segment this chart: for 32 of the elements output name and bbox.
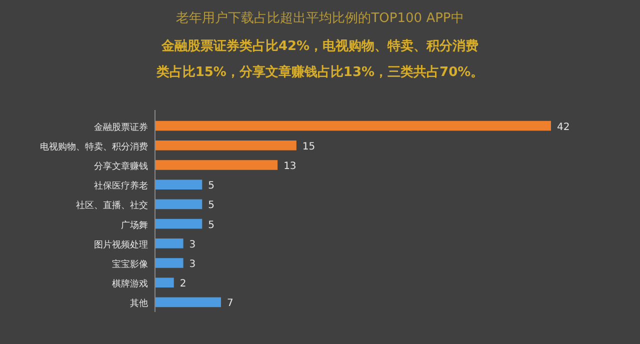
bar bbox=[155, 297, 221, 308]
data-label: 3 bbox=[189, 259, 196, 270]
bar bbox=[155, 160, 278, 170]
bar bbox=[155, 140, 296, 150]
y-tick-label: 金融股票证券 bbox=[94, 122, 148, 133]
data-label: 5 bbox=[208, 200, 215, 212]
data-label: 5 bbox=[208, 180, 215, 192]
data-label: 3 bbox=[189, 239, 196, 250]
y-tick-label: 分享文章赚钱 bbox=[94, 161, 148, 172]
bar bbox=[155, 238, 184, 248]
data-label: 7 bbox=[227, 298, 234, 310]
chart-title: 老年用户下载占比超出平均比例的TOP100 APP中 bbox=[176, 11, 464, 26]
data-label: 2 bbox=[180, 278, 186, 290]
bar bbox=[155, 278, 174, 288]
data-label: 15 bbox=[302, 141, 316, 152]
data-label: 13 bbox=[284, 161, 296, 172]
y-tick-label: 棋牌游戏 bbox=[112, 278, 148, 290]
y-tick-label: 广场舞 bbox=[121, 220, 148, 231]
bar bbox=[155, 120, 551, 131]
data-label: 5 bbox=[208, 220, 215, 231]
y-tick-label: 宝宝影像 bbox=[112, 259, 148, 270]
bar bbox=[155, 180, 202, 190]
chart-subtitle: 金融股票证券类占比42%，电视购物、特卖、积分消费类占比15%，分享文章赚钱占比13%，三类共占70%。 bbox=[155, 38, 484, 80]
bar bbox=[155, 258, 184, 268]
y-tick-label: 社区、直播、社交 bbox=[76, 200, 148, 212]
bar bbox=[155, 199, 202, 210]
y-tick-label: 社保医疗养老 bbox=[94, 180, 148, 192]
data-label: 42 bbox=[557, 122, 570, 133]
y-tick-label: 其他 bbox=[130, 298, 148, 310]
bar bbox=[155, 218, 202, 229]
y-tick-label: 图片视频处理 bbox=[94, 239, 148, 250]
y-tick-label: 电视购物、特卖、积分消费 bbox=[40, 141, 148, 152]
